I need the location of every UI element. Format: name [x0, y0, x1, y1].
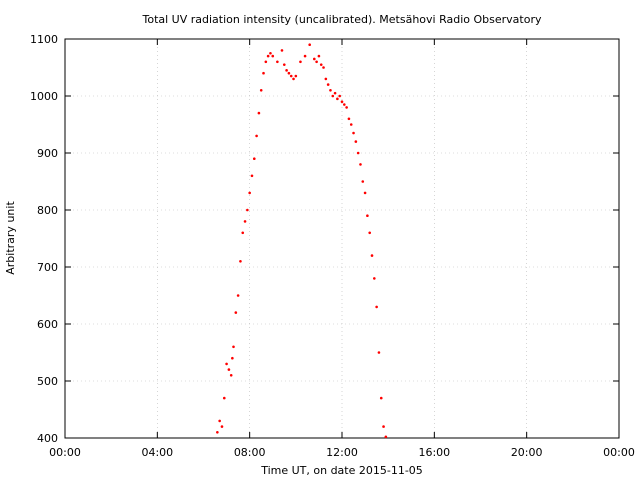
- data-point: [375, 305, 378, 309]
- data-point: [264, 60, 268, 64]
- data-point: [379, 396, 383, 400]
- data-point: [347, 117, 351, 121]
- data-point: [354, 140, 358, 143]
- data-point: [368, 231, 372, 235]
- plot-frame: [64, 38, 620, 439]
- data-point: [366, 214, 369, 217]
- data-point: [319, 63, 323, 66]
- x-tick-label: 16:00: [418, 446, 450, 459]
- x-tick-label: 20:00: [511, 446, 543, 459]
- data-point: [345, 106, 348, 109]
- x-axis-label: Time UT, on date 2015-11-05: [260, 464, 423, 477]
- data-point: [363, 191, 367, 195]
- x-tick-label: 00:00: [49, 446, 81, 459]
- data-point: [331, 94, 335, 98]
- data-point: [324, 77, 328, 81]
- data-point: [252, 157, 256, 160]
- data-point: [377, 351, 381, 354]
- data-point: [303, 54, 307, 58]
- data-point: [231, 356, 234, 360]
- data-point: [382, 425, 385, 428]
- data-point: [259, 89, 263, 92]
- y-tick-label: 500: [37, 375, 58, 388]
- y-axis-label: Arbitrary unit: [4, 201, 17, 275]
- data-point: [257, 111, 261, 115]
- data-point: [315, 60, 318, 64]
- data-point: [243, 220, 247, 223]
- y-tick-label: 1000: [30, 90, 58, 103]
- data-point: [241, 231, 245, 235]
- data-point: [276, 60, 279, 64]
- data-point: [266, 54, 270, 58]
- y-tick-label: 600: [37, 318, 58, 331]
- x-tick-label: 00:00: [603, 446, 635, 459]
- data-point: [271, 54, 275, 58]
- data-point: [340, 100, 344, 103]
- data-points: [216, 43, 388, 439]
- data-point: [285, 69, 288, 72]
- x-tick-labels: 00:00 04:00 08:00 12:00 16:00 20:00 00:00: [49, 446, 635, 459]
- data-point: [216, 431, 219, 434]
- data-point: [232, 345, 235, 349]
- y-tick-label: 1100: [30, 33, 58, 46]
- data-point: [336, 97, 339, 101]
- data-point: [255, 134, 258, 138]
- data-point: [329, 89, 332, 92]
- data-point: [352, 131, 355, 135]
- data-point: [218, 419, 221, 423]
- data-point: [308, 43, 311, 46]
- data-point: [282, 63, 286, 66]
- data-point: [384, 435, 388, 439]
- data-point: [343, 103, 346, 106]
- data-point: [322, 66, 325, 69]
- data-point: [370, 254, 374, 257]
- data-point: [280, 49, 284, 52]
- y-tick-label: 700: [37, 261, 58, 274]
- data-point: [361, 180, 365, 183]
- data-point: [317, 54, 321, 58]
- data-point: [239, 260, 242, 263]
- data-point: [234, 311, 238, 314]
- data-point: [373, 277, 376, 280]
- data-point: [250, 174, 254, 178]
- data-point: [359, 163, 362, 166]
- data-point: [262, 71, 265, 75]
- data-point: [220, 425, 224, 428]
- data-point: [292, 77, 295, 81]
- data-point: [326, 83, 330, 86]
- x-tick-label: 12:00: [326, 446, 358, 459]
- data-point: [227, 368, 231, 371]
- axis-ticks: [64, 38, 620, 439]
- data-point: [299, 60, 302, 64]
- data-point: [333, 91, 337, 95]
- data-point: [222, 396, 226, 400]
- chart-title: Total UV radiation intensity (uncalibrat…: [142, 13, 542, 26]
- data-point: [236, 294, 240, 297]
- y-tick-labels: 400 500 600 700 800 900 1000 1100: [30, 33, 58, 445]
- data-point: [229, 374, 233, 377]
- data-point: [269, 51, 272, 55]
- data-point: [338, 94, 341, 98]
- data-point: [248, 191, 251, 195]
- y-tick-label: 400: [37, 432, 58, 445]
- data-point: [289, 74, 293, 78]
- data-point: [313, 57, 316, 61]
- data-point: [287, 71, 291, 75]
- x-tick-label: 04:00: [141, 446, 173, 459]
- x-tick-label: 08:00: [234, 446, 266, 459]
- data-point: [349, 123, 353, 126]
- data-point: [246, 208, 249, 212]
- data-point: [225, 362, 228, 366]
- grid-lines: [65, 39, 619, 438]
- y-tick-label: 800: [37, 204, 58, 217]
- data-point: [294, 74, 298, 78]
- data-point: [356, 151, 360, 155]
- y-tick-label: 900: [37, 147, 58, 160]
